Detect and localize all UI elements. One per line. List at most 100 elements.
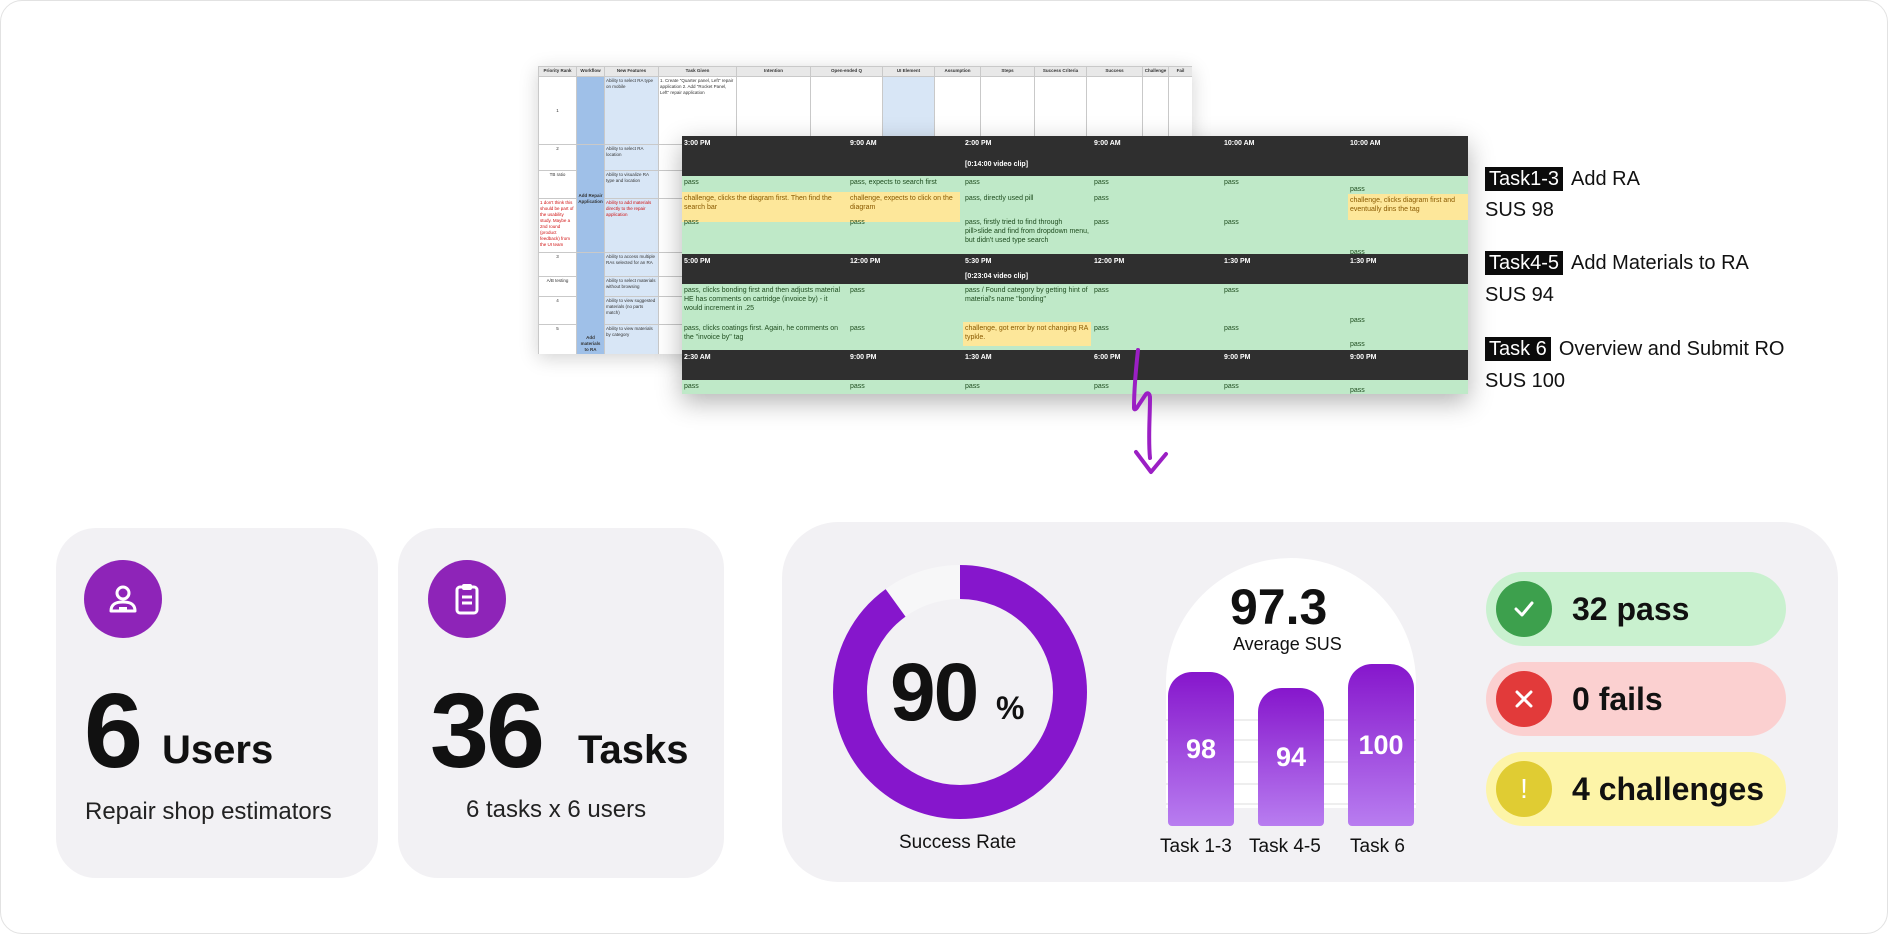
- rank-cell: A/B testing: [538, 276, 577, 297]
- result-cell: pass, firstly tried to find through pill…: [965, 219, 1089, 244]
- time-cell: 2:00 PM: [965, 140, 992, 147]
- rank-cell: 1: [538, 76, 577, 145]
- feature-cell: Ability to visualize RA type and locatio…: [604, 170, 659, 199]
- table-row: 1 Ability to select RA type on mobile 1.…: [538, 76, 1192, 145]
- squiggle-arrow-icon: [1131, 348, 1168, 474]
- donut-arc: [833, 565, 1087, 819]
- sus-score: SUS 100: [1485, 370, 1566, 392]
- time-cell: 9:00 AM: [850, 140, 877, 147]
- result-cell: pass: [850, 383, 865, 390]
- time-cell: 12:00 PM: [850, 258, 881, 265]
- feature-cell: Ability to view materials by category: [604, 324, 659, 354]
- time-cell: 1:30 PM: [1224, 258, 1251, 265]
- users-subtitle: Repair shop estimators: [85, 798, 332, 825]
- challenge-cell: challenge, clicks the diagram first. The…: [682, 192, 848, 222]
- users-unit: Users: [162, 728, 274, 772]
- time-cell: 5:00 PM: [684, 258, 711, 265]
- video-clip-cell: [0:23:04 video clip]: [965, 273, 1029, 280]
- result-cell: pass, expects to search first: [850, 179, 937, 186]
- table-cell: [980, 76, 1035, 145]
- time-cell: 10:00 AM: [1350, 140, 1381, 147]
- header-cell: New Features: [604, 66, 659, 77]
- time-cell: 9:00 PM: [1350, 354, 1377, 361]
- results-card: 90 % Success Rate 97.3 Average SUS 98 94 1…: [782, 522, 1838, 882]
- tasks-card: 36 Tasks 6 tasks x 6 users: [398, 528, 724, 878]
- table-cell: [882, 76, 935, 145]
- feature-cell: Ability to select RA location: [604, 144, 659, 171]
- result-cell: pass: [684, 383, 699, 390]
- rank-cell: 5: [538, 324, 577, 354]
- table-cell: [736, 76, 811, 145]
- task-title: Add RA: [1571, 168, 1640, 190]
- success-rate-label: Success Rate: [899, 832, 1017, 853]
- table-cell: [1168, 76, 1192, 145]
- result-cell: pass: [684, 179, 699, 186]
- header-cell: Intention: [736, 66, 811, 77]
- time-cell: 12:00 PM: [1094, 258, 1125, 265]
- task-cell: 1. Create "Quarter panel, Left" repair a…: [658, 76, 737, 145]
- clipboard-icon: [428, 560, 506, 638]
- table-cell: [1034, 76, 1087, 145]
- table-cell: [934, 76, 981, 145]
- tasks-subtitle: 6 tasks x 6 users: [466, 796, 647, 823]
- workflow-cell: [576, 76, 605, 145]
- tasks-unit: Tasks: [578, 728, 689, 772]
- task-title: Add Materials to RA: [1571, 252, 1749, 274]
- time-cell: 10:00 AM: [1224, 140, 1255, 147]
- header-cell: Fail: [1168, 66, 1192, 77]
- time-cell: 9:00 PM: [850, 354, 877, 361]
- sus-bar: 98: [1168, 672, 1234, 826]
- header-cell: Workflow: [576, 66, 605, 77]
- feature-cell: Ability to view suggested materials (no …: [604, 296, 659, 325]
- success-rate-donut: [833, 565, 1087, 819]
- exclamation-icon: !: [1496, 761, 1552, 817]
- person-icon: [84, 560, 162, 638]
- result-cell: pass: [1350, 341, 1365, 348]
- rank-cell: 4: [538, 296, 577, 325]
- task-title: Overview and Submit RO: [1558, 338, 1785, 360]
- header-cell: Priority Rank: [538, 66, 577, 77]
- session-band: 5:00 PM 12:00 PM 5:30 PM 12:00 PM 1:30 P…: [682, 254, 1468, 284]
- x-icon: [1496, 671, 1552, 727]
- result-cell: pass: [1094, 195, 1109, 202]
- sus-score: SUS 94: [1485, 284, 1554, 306]
- table-cell: [1086, 76, 1143, 145]
- video-clip-cell: [0:14:00 video clip]: [965, 161, 1029, 168]
- result-cell: pass / Found category by getting hint of…: [965, 287, 1088, 303]
- fails-stat-label: 0 fails: [1572, 680, 1663, 717]
- pass-stat: 32 pass: [1486, 572, 1786, 646]
- task-legend-item: Task1-3 Add RA: [1485, 167, 1640, 191]
- result-cell: pass: [1350, 387, 1365, 394]
- feature-cell: Ability to select materials without brow…: [604, 276, 659, 297]
- result-cell: pass: [1094, 179, 1109, 186]
- time-cell: 1:30 PM: [1350, 258, 1377, 265]
- workflow-cell: Add materials to RA: [576, 252, 605, 354]
- header-cell: Assumption: [934, 66, 981, 77]
- result-cell: pass: [1224, 383, 1239, 390]
- task-tag: Task4-5: [1485, 251, 1564, 275]
- header-cell: Success Criteria: [1034, 66, 1087, 77]
- result-cell: pass: [1094, 325, 1109, 332]
- result-cell: pass, clicks coatings first. Again, he c…: [684, 325, 839, 341]
- success-rate-unit: %: [996, 690, 1025, 726]
- time-cell: 5:30 PM: [965, 258, 992, 265]
- header-cell: Open-ended Q: [810, 66, 883, 77]
- result-cell: pass: [1094, 287, 1109, 294]
- session-band: 2:30 AM 9:00 PM 1:30 AM 6:00 PM 9:00 PM …: [682, 350, 1468, 380]
- feature-cell: Ability to add materials directly to the…: [604, 198, 659, 253]
- task-legend-item: Task4-5 Add Materials to RA: [1485, 251, 1749, 275]
- result-cell: pass: [1350, 317, 1365, 324]
- users-count: 6: [84, 672, 143, 790]
- bar-category-label: Task 4-5: [1249, 836, 1321, 857]
- bar-category-label: Task 6: [1350, 836, 1405, 857]
- result-cell: pass, directly used pill: [965, 195, 1034, 202]
- result-cell: pass: [965, 179, 980, 186]
- sus-bar: 100: [1348, 664, 1414, 826]
- result-cell: pass: [850, 287, 865, 294]
- challenges-stat-label: 4 challenges: [1572, 770, 1765, 807]
- rank-cell: TB ratio: [538, 170, 577, 199]
- header-cell: Steps: [980, 66, 1035, 77]
- table-cell: [810, 76, 883, 145]
- result-cell: pass, clicks bonding first and then adju…: [684, 287, 841, 312]
- header-cell: Task Given: [658, 66, 737, 77]
